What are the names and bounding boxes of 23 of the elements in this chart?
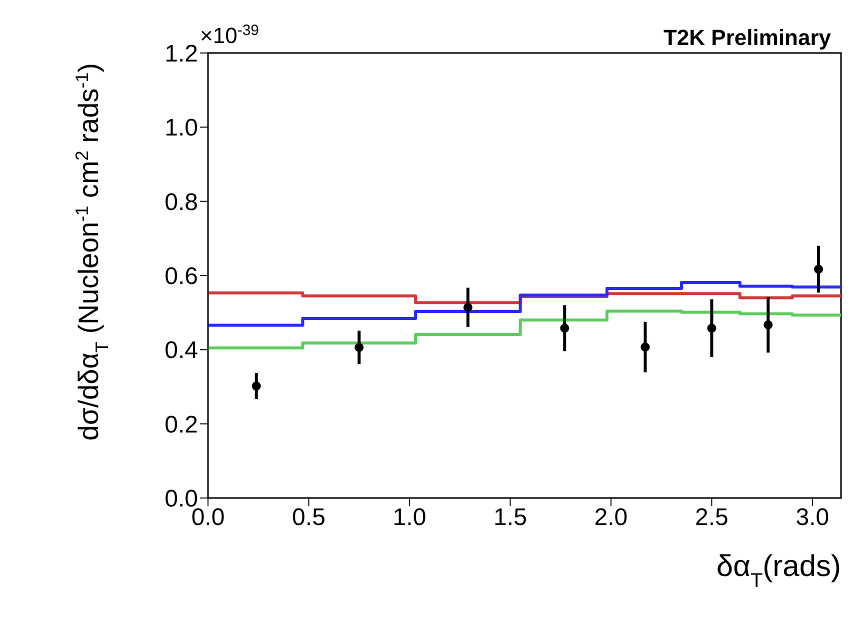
x-tick-label: 3.0	[796, 504, 830, 532]
x-tick-label: 2.5	[695, 504, 728, 532]
point	[354, 342, 364, 352]
y-tick-label: 0.6	[164, 263, 198, 290]
x-tick-label: 1.5	[494, 504, 527, 532]
point	[640, 342, 650, 352]
x-axis-title: δα$_{T}$(rads)	[716, 550, 841, 592]
point	[463, 302, 472, 312]
text: ×10$^{-39}$	[200, 22, 260, 48]
y-tick-label: 0.2	[164, 411, 198, 438]
point	[560, 324, 570, 333]
point	[707, 324, 716, 333]
x-tick-label: 0.5	[292, 504, 326, 532]
y-tick-label: 1.2	[164, 40, 198, 68]
x-tick-label: 1.0	[392, 504, 426, 532]
text: T2K Preliminary	[663, 25, 832, 50]
y-tick-label: 0.4	[164, 337, 198, 364]
point	[764, 320, 773, 330]
point	[814, 264, 824, 274]
y-tick-label: 1.0	[164, 114, 198, 142]
y-tick-label: 0.8	[164, 188, 198, 216]
x-tick-label: 2.0	[594, 504, 628, 532]
point	[252, 382, 261, 391]
